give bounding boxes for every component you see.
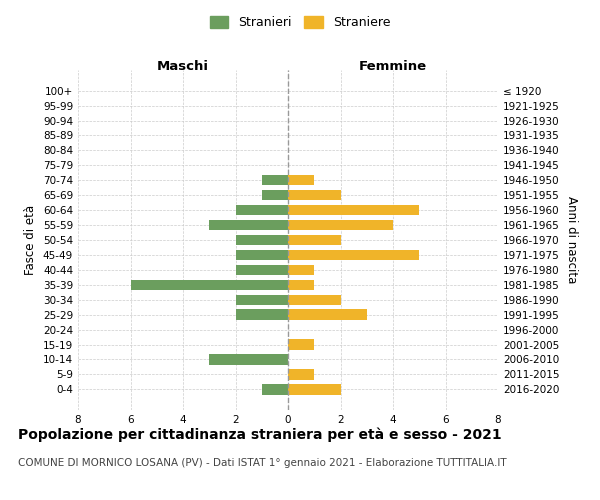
Text: COMUNE DI MORNICO LOSANA (PV) - Dati ISTAT 1° gennaio 2021 - Elaborazione TUTTIT: COMUNE DI MORNICO LOSANA (PV) - Dati IST… (18, 458, 506, 468)
Bar (235, 250, 288, 260)
Bar (235, 235, 288, 245)
Bar (288, 310, 367, 320)
Bar (130, 280, 288, 290)
Bar (262, 384, 288, 394)
Y-axis label: Fasce di età: Fasce di età (25, 205, 37, 275)
Bar (235, 205, 288, 216)
Text: Femmine: Femmine (359, 60, 427, 73)
Bar (288, 280, 314, 290)
Bar (288, 264, 314, 275)
Bar (209, 220, 288, 230)
Bar (235, 294, 288, 305)
Bar (288, 190, 341, 200)
Legend: Stranieri, Straniere: Stranieri, Straniere (205, 11, 395, 34)
Bar (288, 235, 341, 245)
Bar (288, 220, 393, 230)
Bar (235, 310, 288, 320)
Text: Popolazione per cittadinanza straniera per età e sesso - 2021: Popolazione per cittadinanza straniera p… (18, 428, 502, 442)
Bar (235, 264, 288, 275)
Bar (262, 190, 288, 200)
Bar (288, 369, 314, 380)
Bar (288, 250, 419, 260)
Bar (288, 205, 419, 216)
Bar (288, 384, 341, 394)
Bar (209, 354, 288, 364)
Bar (262, 175, 288, 186)
Y-axis label: Anni di nascita: Anni di nascita (565, 196, 578, 284)
Bar (288, 340, 314, 349)
Bar (288, 294, 341, 305)
Bar (288, 175, 314, 186)
Text: Maschi: Maschi (157, 60, 209, 73)
